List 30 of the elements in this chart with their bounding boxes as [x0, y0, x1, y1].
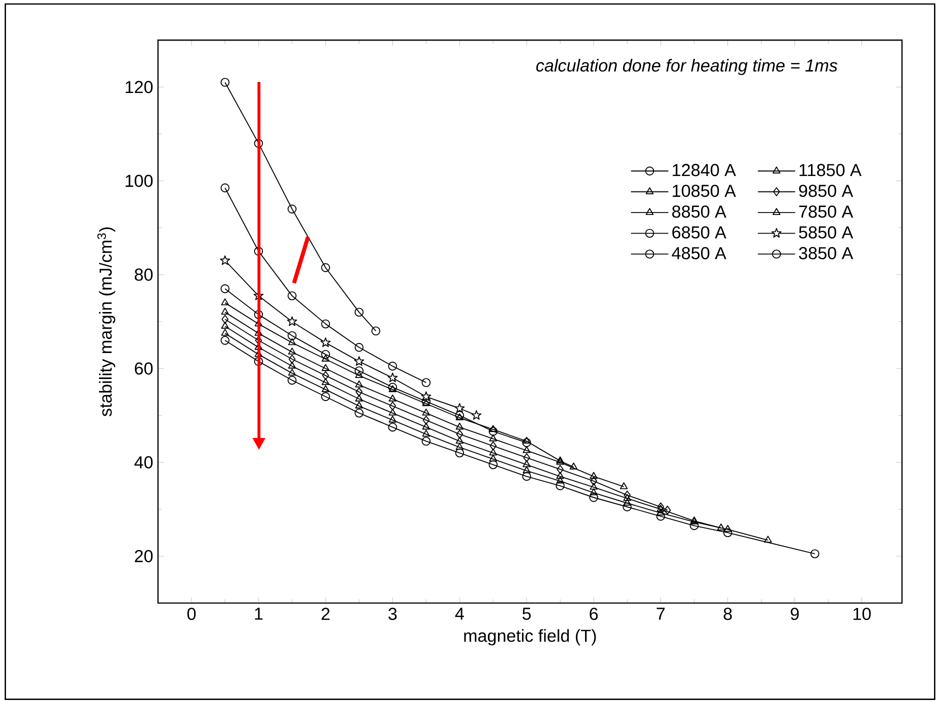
legend-label: 7850 A	[799, 205, 854, 218]
y-tick-label: 40	[134, 456, 153, 468]
x-tick-label: 9	[790, 608, 799, 620]
legend-label: 10850 A	[672, 184, 736, 197]
legend-label: 5850 A	[798, 226, 854, 239]
x-tick-label: 10	[853, 608, 871, 620]
y-axis-title: stability margin (mJ/cm$^{3}$)	[97, 227, 116, 416]
legend-label: 8850 A	[672, 205, 726, 218]
x-tick-label: 4	[455, 608, 464, 620]
x-tick-label: 5	[522, 608, 531, 620]
y-tick-label: 120	[126, 80, 153, 94]
y-tick-label: 60	[134, 362, 153, 375]
x-tick-label: 7	[656, 608, 665, 620]
y-tick-label: 20	[134, 550, 153, 562]
x-axis-title: magnetic field (T)	[464, 629, 596, 646]
x-tick-label: 3	[388, 608, 397, 620]
legend-label: 12840 A	[672, 164, 736, 176]
legend-label: 3850 A	[798, 247, 854, 260]
x-tick-label: 6	[590, 608, 598, 620]
legend-label: 9850 A	[799, 184, 854, 197]
legend-label: 11850 A	[800, 164, 862, 176]
y-tick-label: 100	[126, 174, 153, 187]
y-tick-label: 80	[134, 268, 153, 281]
x-tick-label: 8	[724, 608, 732, 620]
legend-label: 4850 A	[672, 247, 726, 260]
legend-label: 6850 A	[672, 226, 726, 239]
x-tick-label: 0	[187, 608, 196, 620]
x-tick-label: 1	[255, 608, 263, 620]
x-tick-label: 2	[322, 608, 330, 620]
annotation: calculation done for heating time = 1ms	[536, 58, 838, 76]
